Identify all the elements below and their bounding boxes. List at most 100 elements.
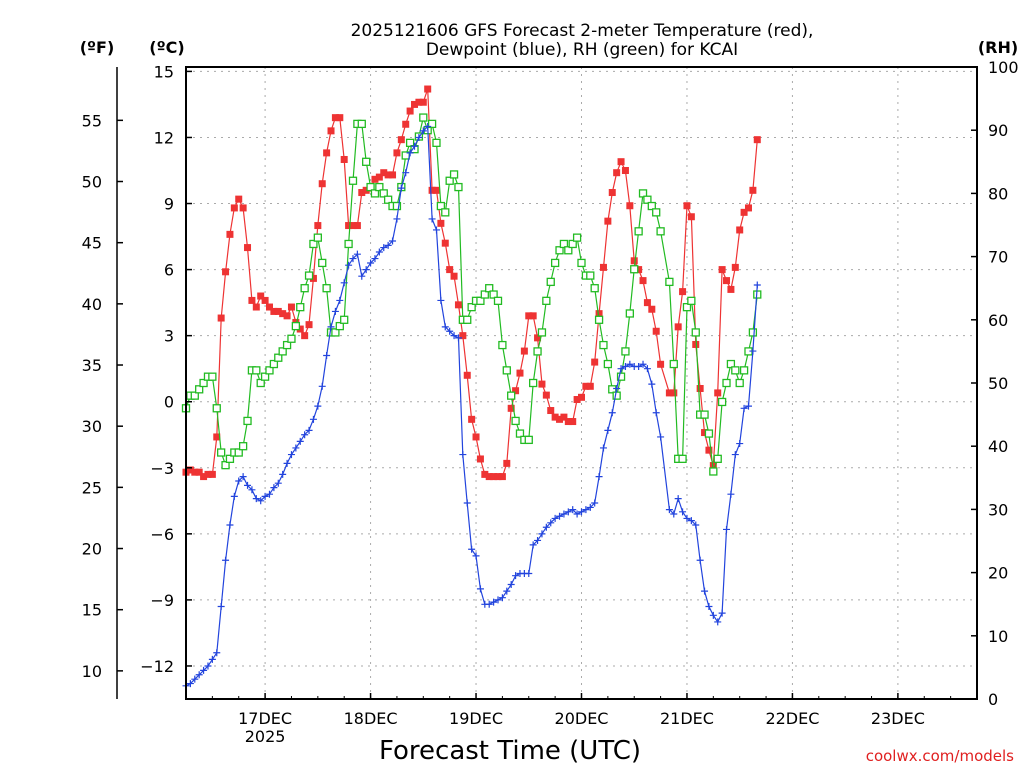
temperature-point	[463, 371, 471, 379]
x-tick-label: 21DEC	[660, 709, 714, 728]
rh-point	[357, 119, 366, 129]
temperature-point	[301, 332, 309, 340]
dewpoint-point	[270, 484, 278, 492]
rh-point	[419, 113, 428, 122]
series-dewpoint	[182, 122, 761, 690]
rh-point	[731, 366, 740, 375]
fahrenheit-unit-label: (ºF)	[80, 38, 115, 57]
y-tick-label-c: −3	[150, 459, 174, 478]
dewpoint-point	[468, 545, 476, 553]
rh-point	[463, 315, 472, 324]
dewpoint-point	[358, 272, 366, 280]
rh-point	[383, 195, 393, 204]
rh-point	[212, 404, 221, 413]
temperature-point	[564, 418, 572, 426]
rh-point	[515, 429, 525, 438]
dewpoint-point	[472, 552, 480, 560]
celsius-unit-label: (ºC)	[149, 38, 184, 57]
temperature-point	[446, 266, 454, 274]
rh-point	[362, 157, 371, 166]
dewpoint-point	[230, 492, 238, 500]
temperature-point	[556, 415, 564, 423]
x-tick-label: 18DEC	[344, 709, 398, 728]
dewpoint-point	[327, 323, 335, 331]
rh-point	[682, 303, 692, 312]
temperature-point	[494, 473, 502, 481]
dewpoint-point	[261, 492, 269, 500]
rh-point	[665, 277, 674, 287]
dewpoint-point	[525, 569, 533, 577]
temperature-point	[358, 189, 366, 197]
temperature-point	[740, 208, 748, 216]
dewpoint-point	[428, 215, 436, 223]
dewpoint-point	[586, 503, 594, 511]
rh-point	[454, 182, 463, 192]
rh-point	[546, 277, 555, 287]
temperature-point	[415, 98, 423, 106]
dewpoint-point	[222, 556, 230, 564]
dewpoint-point	[683, 514, 691, 522]
dewpoint-point	[459, 451, 467, 459]
rh-point	[287, 334, 296, 343]
temperature-point	[648, 305, 656, 313]
dewpoint-point	[749, 347, 757, 355]
y-tick-label-f: 55	[82, 111, 102, 130]
x-tick-label: 20DEC	[555, 709, 609, 728]
temperature-point	[314, 222, 322, 230]
rh-point	[542, 296, 551, 305]
rh-point	[612, 391, 621, 400]
rh-point	[331, 328, 340, 337]
rh-point	[322, 284, 331, 293]
temperature-point	[595, 310, 603, 318]
dewpoint-point	[340, 279, 348, 287]
temperature-point	[709, 462, 717, 470]
rh-point	[594, 315, 604, 324]
temperature-point	[213, 433, 221, 441]
temperature-point	[723, 277, 731, 285]
dewpoint-point	[318, 382, 326, 390]
temperature-point	[468, 415, 476, 423]
dewpoint-point	[670, 510, 678, 518]
temperature-point	[274, 307, 282, 315]
temperature-point	[323, 149, 331, 157]
y-tick-label-c: 3	[164, 327, 174, 346]
rh-point	[225, 454, 235, 463]
rh-point	[669, 359, 678, 369]
dewpoint-point	[244, 481, 252, 489]
temperature-point	[279, 310, 287, 318]
dewpoint-point	[411, 142, 419, 150]
y-tick-label-f: 25	[82, 478, 102, 497]
dewpoint-point	[208, 655, 216, 663]
dewpoint-point	[375, 248, 383, 256]
rh-point	[234, 448, 243, 457]
dewpoint-point	[665, 506, 673, 514]
temperature-point	[604, 217, 612, 225]
rh-point	[278, 347, 287, 356]
temperature-point	[613, 169, 621, 177]
temperature-point	[652, 327, 660, 335]
dewpoint-point	[406, 149, 414, 157]
dewpoint-point	[252, 495, 260, 503]
dewpoint-point	[309, 415, 317, 423]
temperature-point	[287, 303, 295, 311]
dewpoint-point	[529, 541, 537, 549]
rh-point	[656, 227, 665, 236]
y-tick-label-f: 50	[82, 173, 102, 192]
dewpoint-point	[314, 402, 322, 410]
rh-point	[445, 176, 454, 185]
temperature-point	[481, 470, 489, 478]
rh-point	[717, 397, 727, 407]
rh-point	[498, 340, 507, 350]
dewpoint-point	[556, 512, 564, 520]
dewpoint-point	[441, 323, 449, 331]
temperature-point	[340, 155, 348, 163]
dewpoint-point	[652, 409, 660, 417]
rh-point	[511, 416, 520, 426]
temperature-point	[371, 175, 379, 183]
dewpoint-point	[257, 497, 265, 505]
temperature-point	[305, 321, 313, 329]
rh-point	[577, 258, 586, 268]
y-tick-label-rh: 100	[988, 58, 1019, 77]
temperature-point	[534, 334, 542, 342]
rh-point	[208, 372, 217, 381]
